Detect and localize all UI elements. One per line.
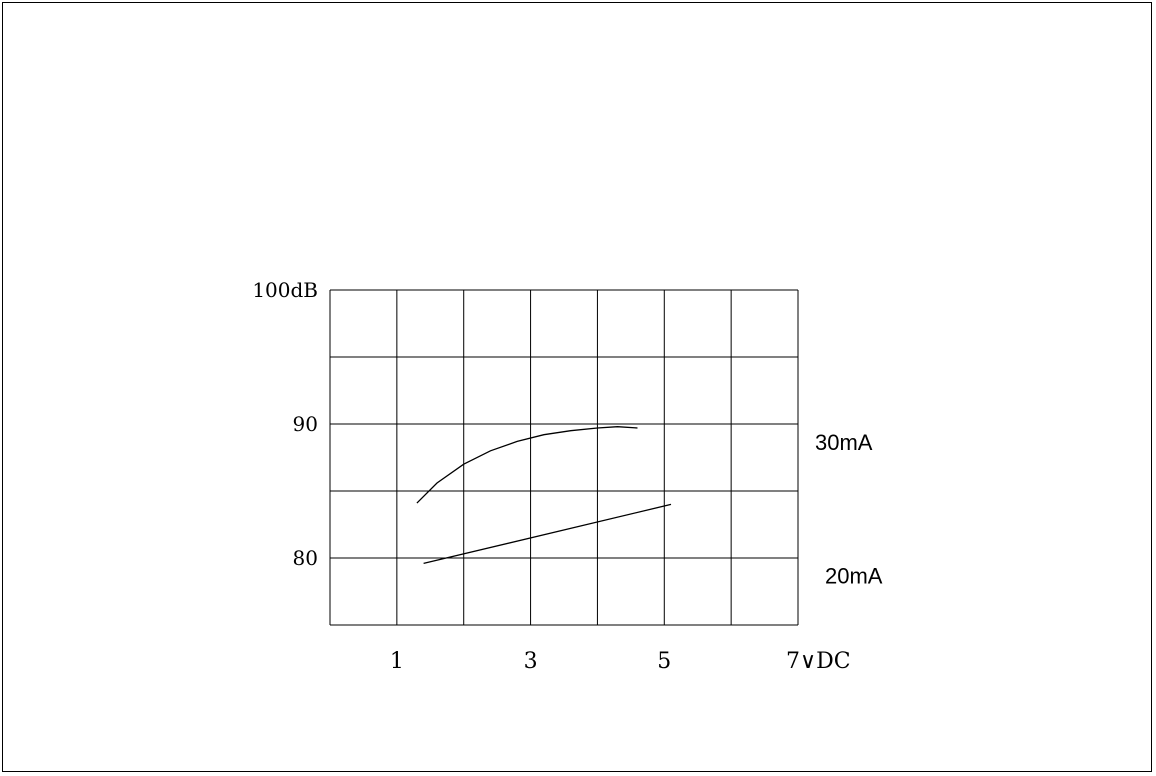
- x-tick-label: 7∨DC: [786, 649, 851, 674]
- series-line-20mA: [423, 503, 672, 565]
- series-labels: 30mA 20mA: [815, 430, 883, 588]
- x-tick-labels: 1 3 5 7∨DC: [390, 649, 851, 674]
- series-label-30mA: 30mA: [815, 430, 873, 455]
- series-label-20mA: 20mA: [825, 563, 883, 588]
- y-tick-label: 80: [293, 546, 318, 570]
- x-tick-label: 1: [390, 649, 404, 674]
- chart-grid: [329, 289, 799, 626]
- x-tick-label: 5: [657, 649, 671, 674]
- series-line-30mA: [416, 426, 638, 504]
- y-tick-label: 90: [293, 412, 318, 436]
- x-tick-label: 3: [524, 649, 538, 674]
- y-tick-label: 100dB: [252, 278, 318, 302]
- chart-series: [416, 426, 672, 565]
- y-tick-labels: 80 90 100dB: [252, 278, 318, 570]
